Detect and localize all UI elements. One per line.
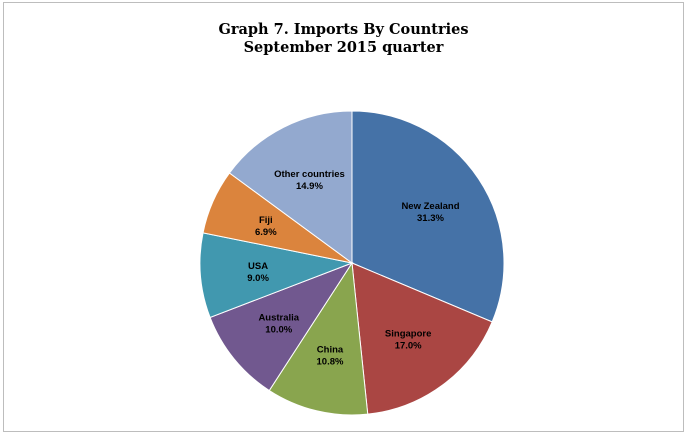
slice-value-new-zealand: 31.3% [417,213,444,224]
slice-label-other-countries: Other countries [274,169,345,180]
slice-value-fiji: 6.9% [255,227,277,238]
pie-slice-australia [209,261,354,392]
slice-value-china: 10.8% [317,357,344,368]
slice-value-usa: 9.0% [247,273,269,284]
slice-label-fiji: Fiji [259,215,273,226]
slice-label-new-zealand: New Zealand [401,201,459,212]
slice-label-singapore: Singapore [385,329,431,340]
slice-value-other-countries: 14.9% [296,181,323,192]
slice-label-china: China [317,345,344,356]
pie-slice-usa [199,232,354,319]
pie-slice-china [268,261,369,416]
slice-value-australia: 10.0% [265,324,292,335]
slice-label-usa: USA [248,261,268,272]
chart-title-line2: September 2015 quarter [243,39,444,56]
pie-slice-new-zealand [351,110,505,323]
pie-slice-other-countries [228,110,353,264]
pie-slice-singapore [351,262,493,415]
chart-title: Graph 7. Imports By Countries September … [4,21,683,57]
chart-title-line1: Graph 7. Imports By Countries [218,21,469,38]
slice-label-australia: Australia [258,312,299,323]
slice-value-singapore: 17.0% [395,341,422,352]
